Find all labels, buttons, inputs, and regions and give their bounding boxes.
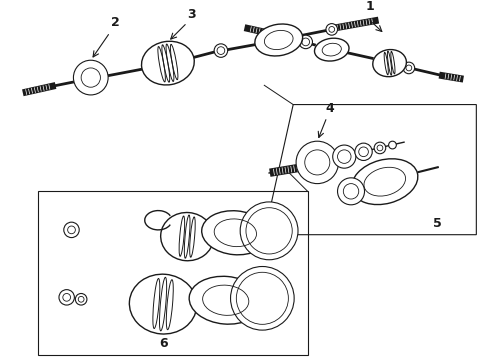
Circle shape xyxy=(59,290,74,305)
Ellipse shape xyxy=(142,41,194,85)
Circle shape xyxy=(338,178,365,205)
Circle shape xyxy=(64,222,79,238)
Ellipse shape xyxy=(202,211,269,255)
Circle shape xyxy=(403,62,415,74)
Ellipse shape xyxy=(352,159,418,204)
Ellipse shape xyxy=(255,24,303,56)
Circle shape xyxy=(240,202,298,260)
Ellipse shape xyxy=(373,50,406,77)
Circle shape xyxy=(355,143,372,161)
Circle shape xyxy=(230,266,294,330)
Circle shape xyxy=(374,142,386,154)
Ellipse shape xyxy=(129,274,197,334)
Circle shape xyxy=(333,145,356,168)
Text: 1: 1 xyxy=(366,0,375,13)
Circle shape xyxy=(75,293,87,305)
Circle shape xyxy=(214,44,228,57)
Text: 5: 5 xyxy=(433,217,441,230)
Circle shape xyxy=(296,141,339,184)
Circle shape xyxy=(299,35,313,49)
Text: 4: 4 xyxy=(325,102,334,115)
Circle shape xyxy=(389,141,396,149)
Ellipse shape xyxy=(315,38,349,61)
Text: 2: 2 xyxy=(111,17,119,30)
Ellipse shape xyxy=(189,276,262,324)
Text: 3: 3 xyxy=(188,8,196,21)
Circle shape xyxy=(326,24,338,35)
Circle shape xyxy=(74,60,108,95)
Ellipse shape xyxy=(161,212,214,261)
Text: 6: 6 xyxy=(159,337,168,351)
